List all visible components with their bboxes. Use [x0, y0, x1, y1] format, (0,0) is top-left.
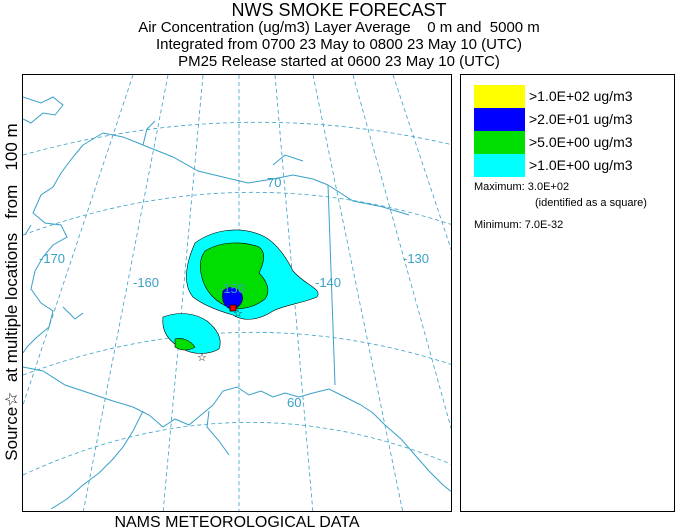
map-panel: ☆ ☆ -170 -160 -150 -140 -130 70 60 — [22, 74, 452, 512]
contour-5-ug — [199, 242, 269, 309]
coastline — [23, 96, 451, 510]
source-star-east: ☆ — [233, 307, 243, 320]
legend-label-4: >1.0E+00 ug/m3 — [529, 157, 633, 173]
smoke-plume: ☆ ☆ — [162, 229, 319, 364]
legend-swatch-blue — [474, 108, 525, 131]
legend-swatch-cyan — [474, 154, 525, 177]
maximum-square — [229, 304, 237, 312]
lon-label-160: -160 — [133, 275, 159, 290]
alaska-map: ☆ ☆ -170 -160 -150 -140 -130 70 60 — [23, 75, 451, 511]
legend-swatch-yellow — [474, 85, 525, 108]
border-line — [327, 184, 336, 386]
lon-label-170: -170 — [39, 251, 65, 266]
graticule — [23, 75, 451, 511]
map-title: NWS SMOKE FORECAST — [231, 0, 447, 20]
source-star-west: ☆ — [197, 351, 207, 364]
lon-label-130: -130 — [403, 251, 429, 266]
lon-label-140: -140 — [315, 275, 341, 290]
meteorological-data-label: NAMS METEOROLOGICAL DATA — [114, 514, 360, 531]
map-subtitle-release: PM25 Release started at 0600 23 May 10 (… — [178, 53, 500, 70]
legend-minimum: Minimum: 7.0E-32 — [474, 219, 564, 231]
map-subtitle-concentration: Air Concentration (ug/m3) Layer Average … — [138, 19, 540, 36]
lon-label-150: -150 — [219, 281, 245, 296]
legend-maximum: Maximum: 3.0E+02 — [474, 181, 570, 193]
lat-label-70: 70 — [267, 175, 281, 190]
legend-label-1: >1.0E+02 ug/m3 — [529, 88, 633, 104]
contour-5-ug-west — [174, 338, 196, 351]
legend-panel: >1.0E+02 ug/m3 >2.0E+01 ug/m3 >5.0E+00 u… — [460, 74, 675, 512]
source-side-label: Source☆ at multiple locations from 100 m — [2, 123, 21, 461]
legend-label-2: >2.0E+01 ug/m3 — [529, 111, 633, 127]
lat-label-60: 60 — [287, 395, 301, 410]
legend-swatch-green — [474, 131, 525, 154]
contour-20-ug — [222, 287, 243, 310]
map-subtitle-integration: Integrated from 0700 23 May to 0800 23 M… — [155, 36, 523, 53]
legend-label-3: >5.0E+00 ug/m3 — [529, 134, 633, 150]
legend-maximum-note: (identified as a square) — [535, 197, 647, 209]
